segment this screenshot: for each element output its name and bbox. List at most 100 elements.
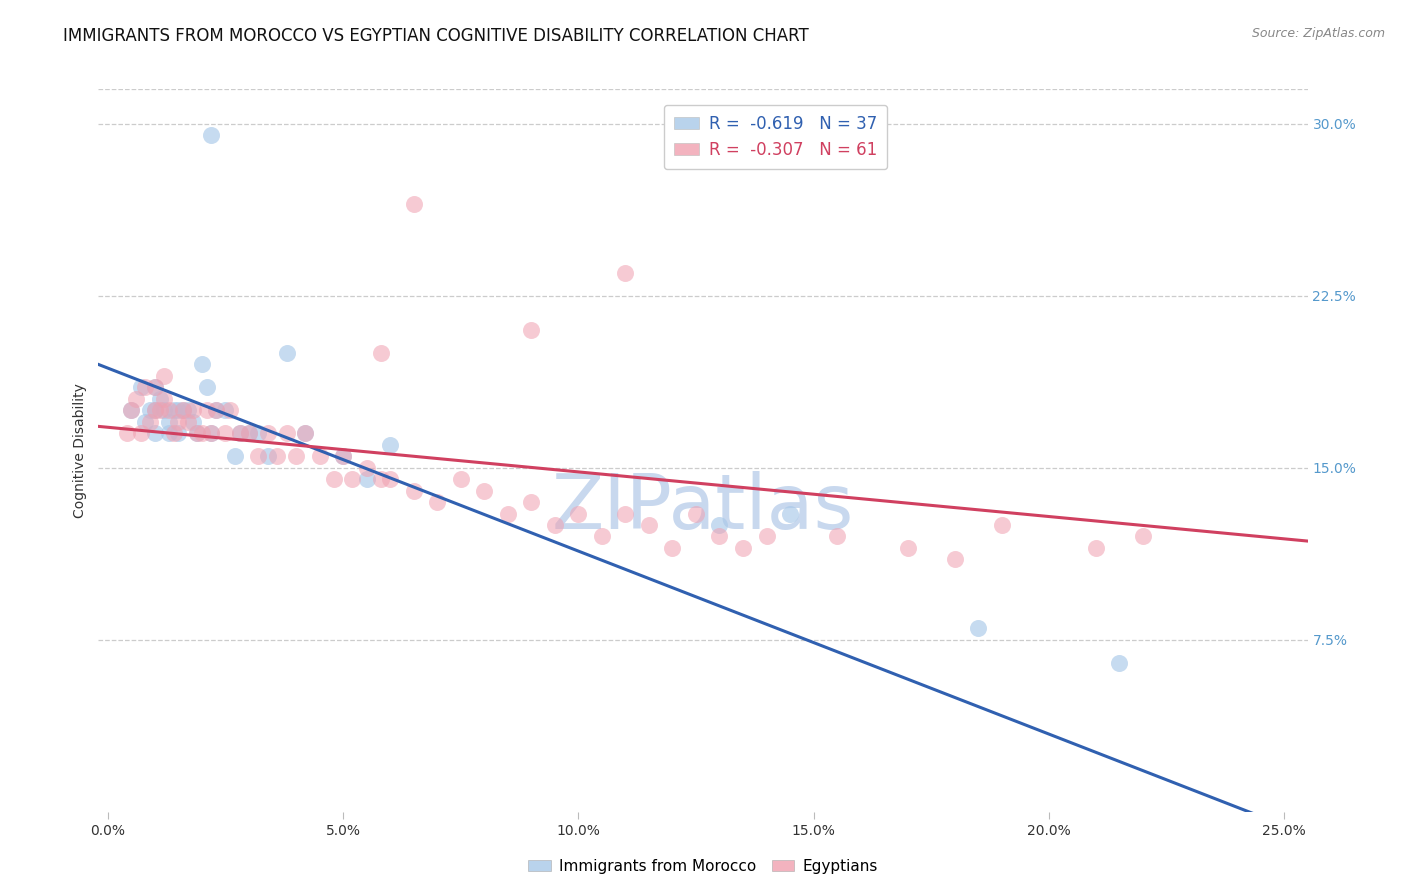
Point <box>247 449 270 463</box>
Point <box>567 507 589 521</box>
Point <box>186 426 208 441</box>
Point <box>402 197 425 211</box>
Point <box>685 507 707 521</box>
Point <box>143 380 166 394</box>
Y-axis label: Cognitive Disability: Cognitive Disability <box>73 383 87 518</box>
Point <box>163 426 186 441</box>
Point <box>167 415 190 429</box>
Point <box>129 426 152 441</box>
Legend: R =  -0.619   N = 37, R =  -0.307   N = 61: R = -0.619 N = 37, R = -0.307 N = 61 <box>664 104 887 169</box>
Point <box>139 403 162 417</box>
Point <box>276 346 298 360</box>
Point <box>153 403 176 417</box>
Point <box>897 541 920 555</box>
Point <box>219 403 242 417</box>
Point <box>167 426 190 441</box>
Point <box>378 472 401 486</box>
Point <box>308 449 330 463</box>
Point <box>1084 541 1107 555</box>
Point <box>332 449 354 463</box>
Point <box>294 426 316 441</box>
Point <box>172 403 194 417</box>
Point <box>125 392 148 406</box>
Point <box>115 426 138 441</box>
Point <box>143 426 166 441</box>
Point <box>149 403 172 417</box>
Point <box>163 403 186 417</box>
Point <box>378 438 401 452</box>
Point <box>370 472 392 486</box>
Point <box>402 483 425 498</box>
Point <box>153 392 176 406</box>
Point <box>238 426 260 441</box>
Text: ZIPatlas: ZIPatlas <box>551 471 855 545</box>
Point <box>591 529 613 543</box>
Point <box>224 449 246 463</box>
Point <box>266 449 288 463</box>
Point <box>157 403 180 417</box>
Point <box>256 449 278 463</box>
Point <box>755 529 778 543</box>
Point <box>472 483 495 498</box>
Point <box>181 403 204 417</box>
Point <box>426 495 449 509</box>
Point <box>943 552 966 566</box>
Point <box>195 380 218 394</box>
Point <box>191 426 214 441</box>
Point <box>967 621 990 635</box>
Point <box>120 403 142 417</box>
Point <box>143 403 166 417</box>
Point <box>200 128 222 142</box>
Point <box>181 415 204 429</box>
Point <box>157 415 180 429</box>
Point <box>1108 656 1130 670</box>
Point <box>228 426 250 441</box>
Point <box>731 541 754 555</box>
Point <box>228 426 250 441</box>
Point <box>195 403 218 417</box>
Point <box>157 426 180 441</box>
Point <box>356 460 378 475</box>
Point <box>256 426 278 441</box>
Point <box>342 472 364 486</box>
Point <box>247 426 270 441</box>
Point <box>143 380 166 394</box>
Point <box>214 403 236 417</box>
Point <box>139 415 162 429</box>
Point <box>200 426 222 441</box>
Point <box>134 415 156 429</box>
Point <box>191 358 214 372</box>
Text: IMMIGRANTS FROM MOROCCO VS EGYPTIAN COGNITIVE DISABILITY CORRELATION CHART: IMMIGRANTS FROM MOROCCO VS EGYPTIAN COGN… <box>63 27 808 45</box>
Point <box>205 403 228 417</box>
Point <box>450 472 472 486</box>
Point <box>709 518 731 533</box>
Point <box>200 426 222 441</box>
Point <box>214 426 236 441</box>
Point <box>149 392 172 406</box>
Point <box>177 403 200 417</box>
Point <box>825 529 848 543</box>
Point <box>356 472 378 486</box>
Point <box>520 323 543 337</box>
Point <box>638 518 661 533</box>
Point <box>153 368 176 383</box>
Point <box>614 507 637 521</box>
Point <box>709 529 731 543</box>
Point <box>520 495 543 509</box>
Point <box>276 426 298 441</box>
Point <box>143 403 166 417</box>
Point <box>167 403 190 417</box>
Point <box>172 403 194 417</box>
Legend: Immigrants from Morocco, Egyptians: Immigrants from Morocco, Egyptians <box>523 853 883 880</box>
Point <box>544 518 567 533</box>
Point <box>990 518 1012 533</box>
Point <box>129 380 152 394</box>
Point <box>177 415 200 429</box>
Point <box>614 266 637 280</box>
Point <box>1132 529 1154 543</box>
Point <box>205 403 228 417</box>
Point <box>238 426 260 441</box>
Point <box>294 426 316 441</box>
Point <box>779 507 801 521</box>
Point <box>285 449 308 463</box>
